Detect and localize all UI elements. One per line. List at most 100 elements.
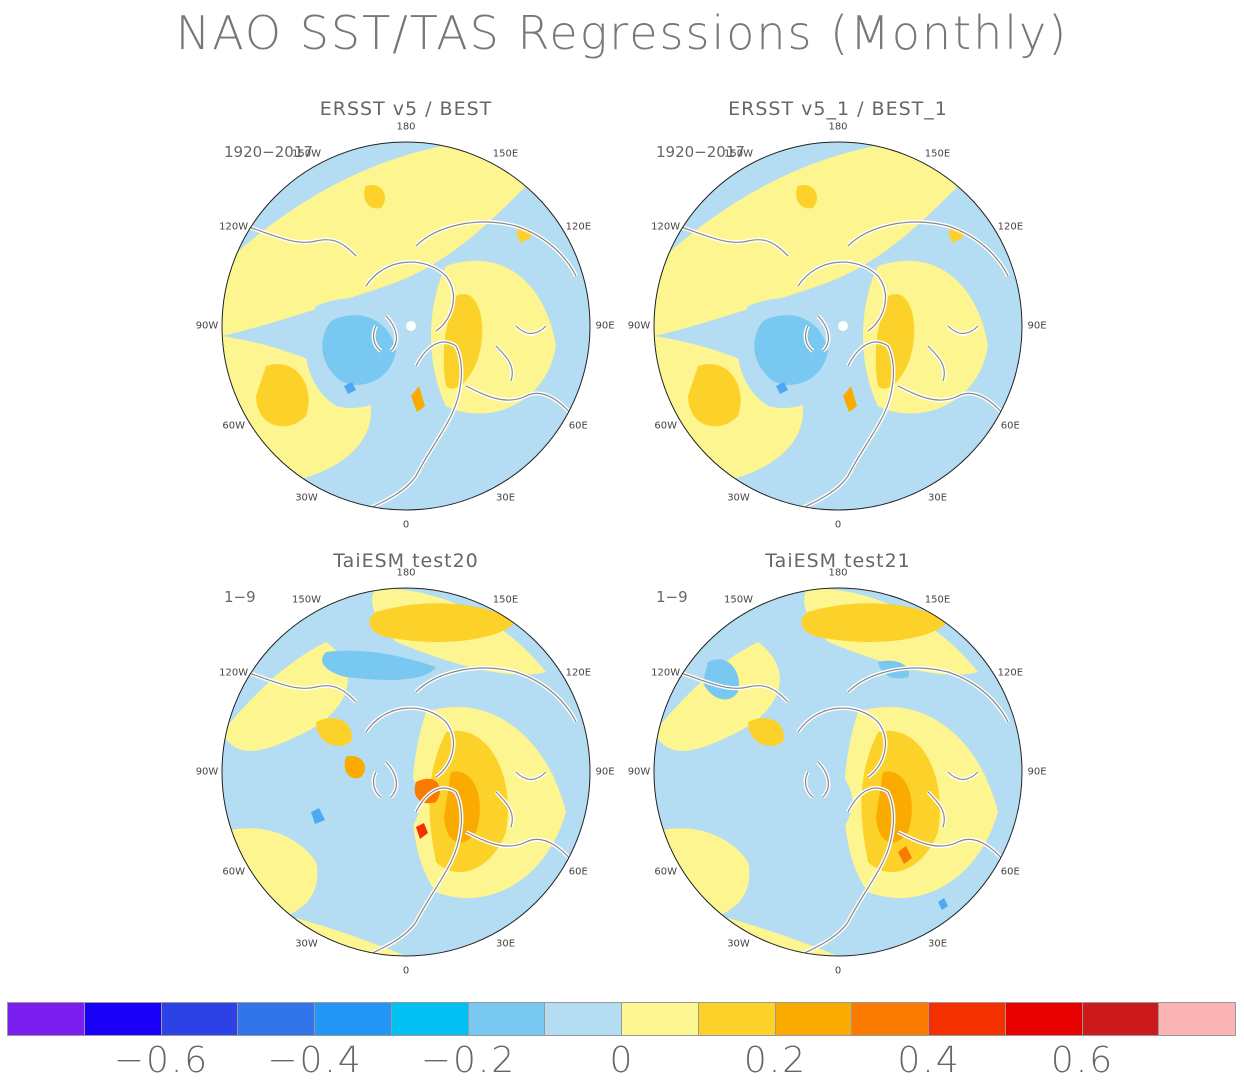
- longitude-label: 150W: [724, 148, 753, 160]
- colorbar-box: [697, 1002, 776, 1036]
- colorbar-label: −0.4: [267, 1040, 363, 1081]
- anomaly-region: [222, 142, 526, 336]
- anomaly-region: [311, 808, 325, 824]
- map-panel: ERSST v5_1 / BEST_1 1920−2017 180 150E 120E 9…: [628, 98, 1047, 531]
- longitude-label: 0: [834, 519, 842, 531]
- coastline: [677, 225, 789, 257]
- anomaly-region: [843, 386, 857, 412]
- colorbar-label: 0.2: [743, 1040, 808, 1081]
- anomaly-region: [688, 364, 741, 427]
- longitude-label: 90W: [627, 320, 651, 332]
- colorbar-label: 0: [609, 1040, 635, 1081]
- coastline: [797, 221, 1009, 332]
- longitude-label: 90E: [1027, 320, 1047, 332]
- map-border: [653, 141, 1023, 511]
- anomaly-region: [776, 382, 788, 394]
- longitude-label: 30W: [727, 492, 750, 504]
- coastline: [927, 325, 979, 382]
- period-label: 1920−2017: [224, 143, 313, 161]
- anomaly-region: [796, 185, 818, 209]
- colorbar-label: 0.4: [897, 1040, 961, 1081]
- coastline: [245, 671, 357, 703]
- period-label: 1920−2017: [656, 143, 745, 161]
- longitude-label: 30W: [295, 492, 318, 504]
- anomaly-region: [316, 718, 352, 746]
- longitude-label: 60E: [568, 866, 588, 877]
- colorbar-box: [544, 1002, 622, 1036]
- figure-title: NAO SST/TAS Regressions (Monthly): [175, 6, 1069, 60]
- colorbar-box: [1158, 1002, 1236, 1036]
- panel-title: ERSST v5_1 / BEST_1: [728, 98, 948, 120]
- colorbar-box: [1004, 1002, 1083, 1036]
- longitude-label: 150W: [724, 594, 753, 606]
- map-panel: TaiESM test21 1−9 180 150E 120E 90E 60E 30E 0 30W…: [628, 550, 1047, 977]
- anomaly-region: [875, 294, 915, 389]
- anomaly-region: [898, 846, 912, 864]
- longitude-label: 150W: [292, 148, 321, 160]
- colorbar-box: [621, 1002, 699, 1036]
- colorbar-box: [390, 1002, 469, 1036]
- coastline: [465, 831, 582, 873]
- longitude-label: 60W: [222, 420, 245, 431]
- map-panel: TaiESM test20 1−9 180 150E 120E 90E 60E 30E 0 30W…: [196, 550, 615, 977]
- coastline: [365, 787, 462, 956]
- longitude-label: 90W: [195, 320, 219, 332]
- longitude-label: 30E: [495, 492, 516, 504]
- longitude-label: 180: [396, 121, 416, 133]
- anomaly-region: [414, 778, 440, 804]
- longitude-label: 0: [834, 965, 842, 977]
- colorbar-box: [7, 1002, 85, 1036]
- longitude-label: 90E: [595, 766, 615, 778]
- longitude-label: 120E: [997, 667, 1024, 678]
- coastline: [245, 225, 357, 257]
- polar-map: [221, 587, 591, 957]
- colorbar-box: [83, 1002, 162, 1036]
- period-label: 1−9: [224, 588, 256, 606]
- anomaly-region: [748, 718, 784, 746]
- longitude-label: 60E: [568, 420, 588, 431]
- panel-title: TaiESM test20: [333, 550, 479, 572]
- colorbar-box: [1081, 1002, 1160, 1036]
- anomaly-region: [344, 756, 366, 779]
- longitude-label: 180: [396, 567, 416, 579]
- panel-title: TaiESM test21: [765, 550, 911, 572]
- longitude-label: 180: [828, 121, 848, 133]
- coastline: [465, 385, 582, 427]
- longitude-label: 60E: [1000, 866, 1020, 877]
- longitude-label: 150E: [492, 148, 519, 160]
- coastline: [495, 325, 547, 382]
- colorbar: [7, 1002, 1236, 1036]
- map-border: [221, 587, 591, 957]
- colorbar-label: −0.2: [420, 1040, 517, 1081]
- coastline: [677, 671, 789, 703]
- coastline: [797, 341, 894, 510]
- anomaly-region: [938, 898, 948, 910]
- longitude-label: 120W: [219, 667, 249, 678]
- longitude-label: 90E: [1027, 766, 1047, 778]
- longitude-label: 180: [828, 567, 848, 579]
- coastline: [897, 385, 1014, 427]
- colorbar-box: [314, 1002, 392, 1036]
- colorbar-box: [467, 1002, 546, 1036]
- longitude-label: 60W: [222, 866, 245, 877]
- colorbar-label: 0.6: [1050, 1040, 1115, 1081]
- colorbar-box: [774, 1002, 853, 1036]
- anomaly-region: [369, 603, 516, 642]
- longitude-label: 60W: [654, 866, 677, 877]
- pole-mask: [838, 321, 848, 331]
- coastline: [897, 831, 1014, 873]
- colorbar-box: [160, 1002, 239, 1036]
- anomaly-region: [754, 315, 828, 385]
- anomaly-region: [322, 650, 436, 680]
- anomaly-region: [411, 386, 425, 412]
- anomaly-region: [322, 315, 396, 385]
- longitude-label: 0: [402, 519, 410, 531]
- map-border: [653, 587, 1023, 957]
- longitude-label: 120E: [997, 221, 1024, 232]
- colorbar-box: [851, 1002, 929, 1036]
- anomaly-region: [443, 294, 483, 389]
- longitude-label: 120W: [651, 221, 681, 232]
- longitude-label: 120E: [565, 667, 592, 678]
- anomaly-region: [344, 382, 356, 394]
- coastline: [372, 761, 398, 798]
